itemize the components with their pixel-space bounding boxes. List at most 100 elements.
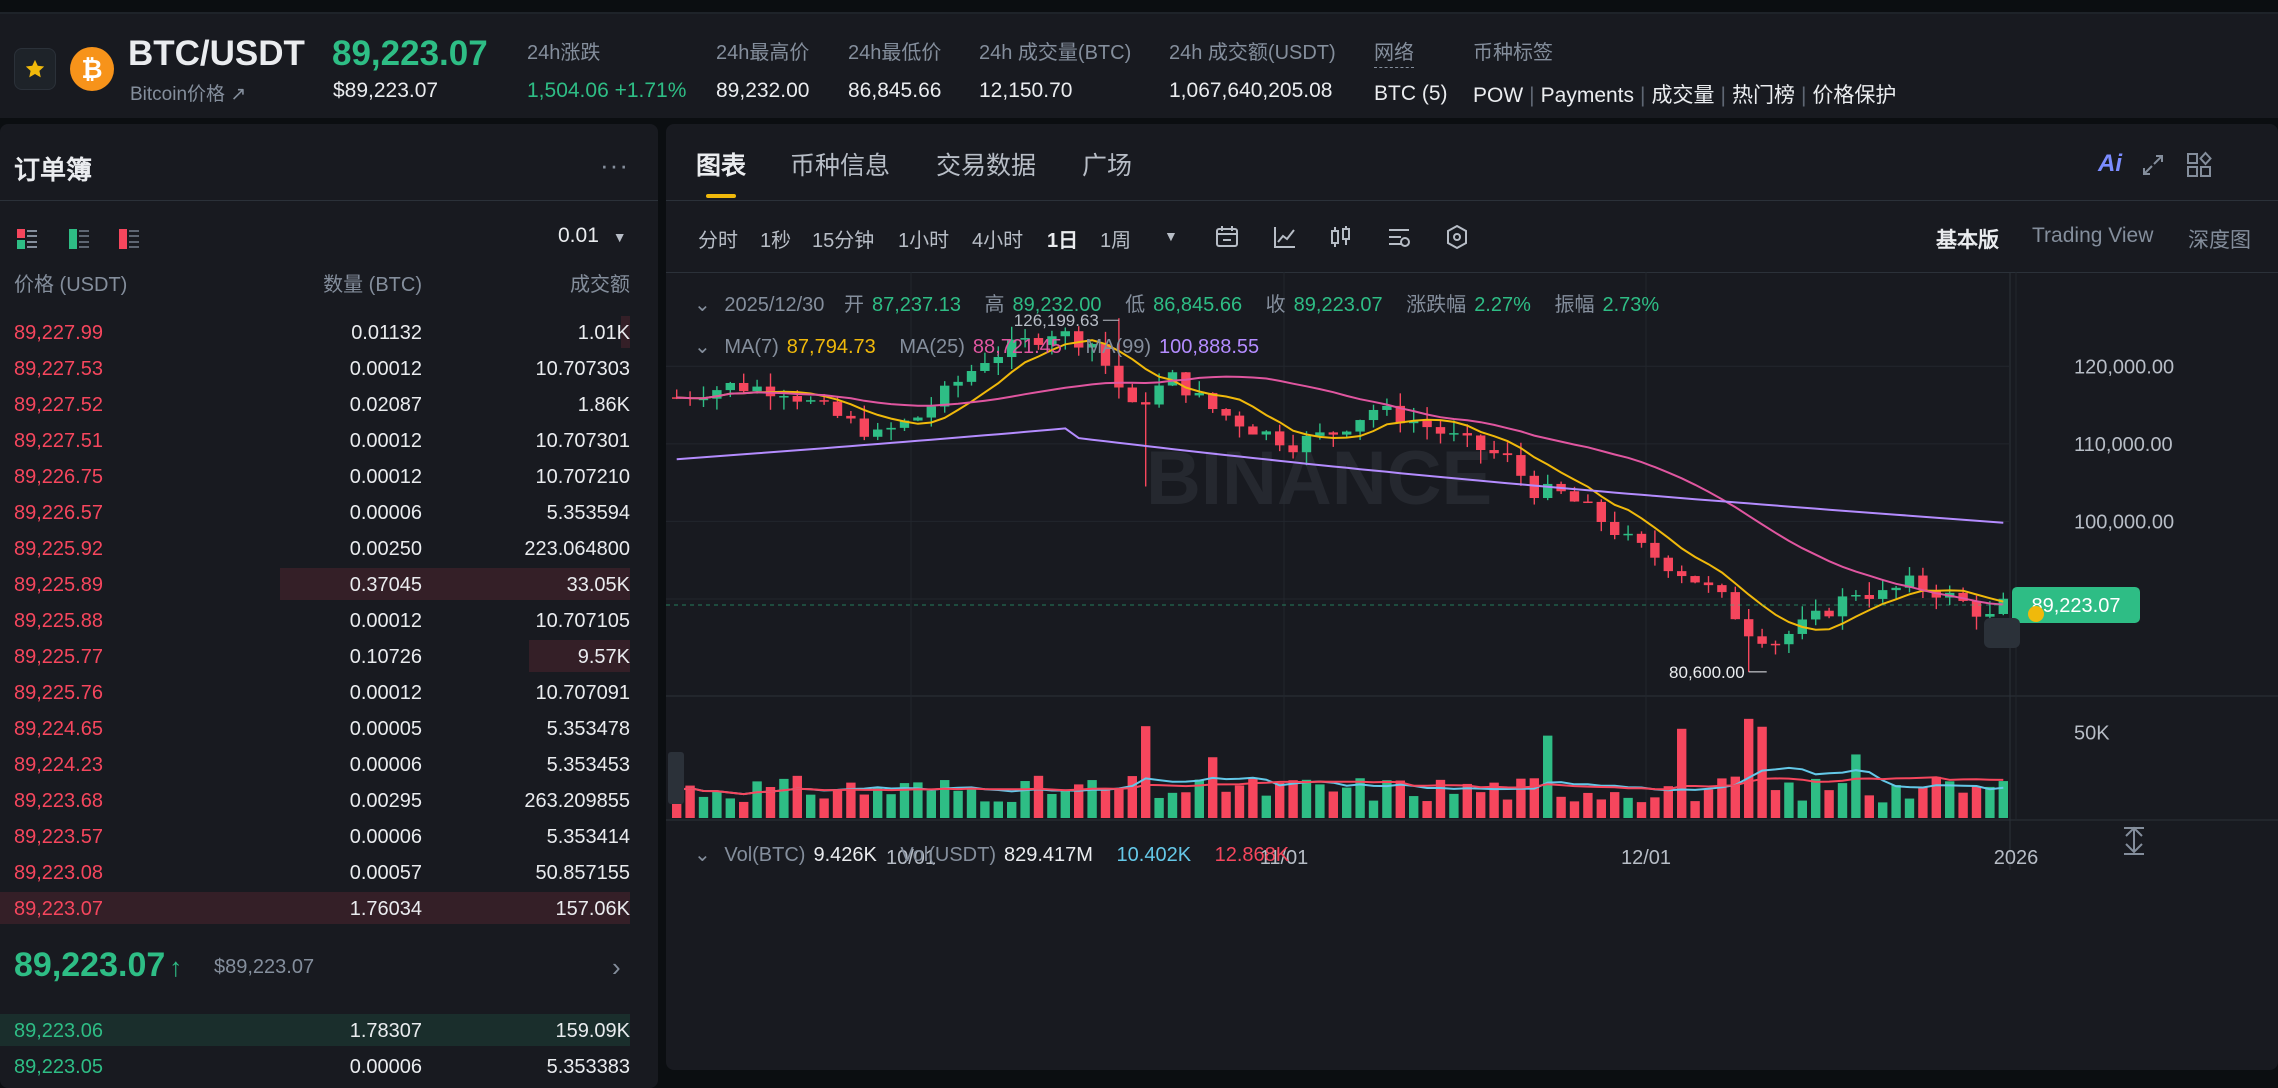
volume-bar xyxy=(1449,793,1459,818)
collapse-chevron-icon[interactable]: ⌄ xyxy=(694,294,711,316)
candle-body xyxy=(1194,392,1204,396)
timeframe-1d[interactable]: 1日 xyxy=(1047,230,1079,252)
volume-bar xyxy=(1650,797,1660,818)
tab-square[interactable]: 广场 xyxy=(1082,152,1133,180)
coin-tag[interactable]: POW xyxy=(1473,84,1524,107)
volume-bar xyxy=(1837,783,1848,818)
col-header-total: 成交额 xyxy=(570,274,630,296)
tab-chart[interactable]: 图表 xyxy=(696,152,747,180)
candle-body xyxy=(1234,415,1245,427)
candle-body xyxy=(1275,431,1285,446)
volume-bar xyxy=(1261,795,1271,818)
collapse-chevron-icon[interactable]: ⌄ xyxy=(694,844,711,866)
ask-row[interactable]: 89,223.68 0.00295 263.209855 xyxy=(0,782,658,818)
both-sides-view-icon[interactable] xyxy=(16,228,38,250)
pair-name[interactable]: BTC/USDT xyxy=(128,34,305,73)
candle-body xyxy=(1208,392,1218,410)
candle-body xyxy=(859,418,869,437)
ask-row[interactable]: 89,223.08 0.00057 50.857155 xyxy=(0,854,658,890)
coin-tag-list: POW | Payments | 成交量 | 热门榜 | 价格保护 xyxy=(1473,84,1897,107)
candle-body xyxy=(1288,445,1298,453)
bid-row[interactable]: 89,223.06 1.78307 159.09K xyxy=(0,1012,658,1048)
timeframe-4h[interactable]: 4小时 xyxy=(972,230,1024,252)
ask-row[interactable]: 89,226.75 0.00012 10.707210 xyxy=(0,458,658,494)
tab-coin-info[interactable]: 币种信息 xyxy=(790,152,891,180)
candle-body xyxy=(1248,426,1258,435)
candle-body xyxy=(846,415,856,419)
candle-body xyxy=(832,401,843,416)
ai-icon[interactable]: Ai xyxy=(2098,150,2122,177)
date-range-icon[interactable] xyxy=(1214,224,1240,250)
volume-bar xyxy=(859,794,869,818)
coin-tag[interactable]: 成交量 xyxy=(1651,84,1715,107)
ask-row[interactable]: 89,223.57 0.00006 5.353414 xyxy=(0,818,658,854)
timeframe-1w[interactable]: 1周 xyxy=(1100,230,1132,252)
mid-price[interactable]: 89,223.07 ↑ xyxy=(14,946,182,985)
candle-body xyxy=(1301,435,1312,453)
candlestick-chart[interactable]: BINANCE 126,199.63 80,600.00 120,000.00 110,… xyxy=(666,272,2278,1070)
ask-row[interactable]: 89,224.65 0.00005 5.353478 xyxy=(0,710,658,746)
ma25-line xyxy=(676,375,2004,606)
coin-tag[interactable]: 价格保护 xyxy=(1812,84,1897,107)
chart-type-icon[interactable] xyxy=(1328,224,1354,250)
more-options-icon[interactable]: ··· xyxy=(600,150,629,180)
indicators-icon[interactable] xyxy=(1272,224,1298,250)
row-qty: 0.00012 xyxy=(349,466,422,488)
candle-body xyxy=(752,386,762,392)
ask-row[interactable]: 89,227.52 0.02087 1.86K xyxy=(0,386,658,422)
chart-settings-icon[interactable] xyxy=(1386,224,1412,250)
coin-price-link[interactable]: Bitcoin价格 ↗ xyxy=(130,84,247,105)
timeframe-15m[interactable]: 15分钟 xyxy=(812,230,875,252)
volume-bar xyxy=(819,798,829,818)
candle-body xyxy=(739,382,749,392)
stat-network[interactable]: 网络 BTC (5) xyxy=(1374,36,1448,106)
view-tradingview[interactable]: Trading View xyxy=(2032,224,2154,247)
ask-row[interactable]: 89,227.51 0.00012 10.707301 xyxy=(0,422,658,458)
row-total: 5.353414 xyxy=(546,826,630,848)
row-price: 89,227.53 xyxy=(14,358,103,380)
ask-row[interactable]: 89,223.07 1.76034 157.06K xyxy=(0,890,658,926)
fullscreen-icon[interactable] xyxy=(2138,150,2168,180)
bids-only-view-icon[interactable] xyxy=(68,228,90,250)
coin-tag[interactable]: 热门榜 xyxy=(1731,84,1795,107)
bid-row[interactable]: 89,223.05 0.00006 5.353383 xyxy=(0,1048,658,1084)
candle-body xyxy=(1047,336,1057,345)
ask-row[interactable]: 89,224.23 0.00006 5.353453 xyxy=(0,746,658,782)
row-price: 89,223.57 xyxy=(14,826,103,848)
timeframe-1h[interactable]: 1小时 xyxy=(898,230,950,252)
layout-grid-icon[interactable] xyxy=(2184,150,2214,180)
row-price: 89,224.23 xyxy=(14,754,103,776)
volume-bar xyxy=(1918,786,1928,818)
view-basic[interactable]: 基本版 xyxy=(1936,229,1999,252)
volume-bar xyxy=(1167,792,1178,818)
tick-size-select[interactable]: 0.01 ▼ xyxy=(558,224,627,248)
asks-only-view-icon[interactable] xyxy=(118,228,140,250)
ask-row[interactable]: 89,225.76 0.00012 10.707091 xyxy=(0,674,658,710)
ask-row[interactable]: 89,226.57 0.00006 5.353594 xyxy=(0,494,658,530)
depth-settings-icon[interactable] xyxy=(1444,224,1470,250)
favorite-button[interactable] xyxy=(14,48,56,90)
candle-body xyxy=(1100,344,1111,366)
auto-scale-icon xyxy=(2124,826,2144,855)
ask-row[interactable]: 89,225.88 0.00012 10.707105 xyxy=(0,602,658,638)
chevron-right-icon[interactable]: › xyxy=(612,952,621,982)
candle-body xyxy=(1087,344,1097,348)
view-depth[interactable]: 深度图 xyxy=(2188,229,2251,252)
collapse-chevron-icon[interactable]: ⌄ xyxy=(694,336,711,358)
timeframe-time[interactable]: 分时 xyxy=(698,230,738,252)
coin-tag[interactable]: Payments xyxy=(1540,84,1635,107)
timeframe-1s[interactable]: 1秒 xyxy=(760,230,792,252)
tab-trading-data[interactable]: 交易数据 xyxy=(936,152,1037,180)
candle-body xyxy=(1891,587,1901,591)
ask-row[interactable]: 89,225.77 0.10726 9.57K xyxy=(0,638,658,674)
ask-row[interactable]: 89,225.89 0.37045 33.05K xyxy=(0,566,658,602)
volume-bar xyxy=(1891,785,1901,818)
timeframe-more-caret-icon[interactable]: ▼ xyxy=(1164,228,1178,244)
ask-row[interactable]: 89,225.92 0.00250 223.064800 xyxy=(0,530,658,566)
col-header-qty: 数量 (BTC) xyxy=(323,274,422,296)
col-header-price: 价格 (USDT) xyxy=(14,274,128,296)
row-qty: 1.78307 xyxy=(349,1020,422,1042)
candle-body xyxy=(1529,475,1539,499)
ask-row[interactable]: 89,227.99 0.01132 1.01K xyxy=(0,314,658,350)
ask-row[interactable]: 89,227.53 0.00012 10.707303 xyxy=(0,350,658,386)
